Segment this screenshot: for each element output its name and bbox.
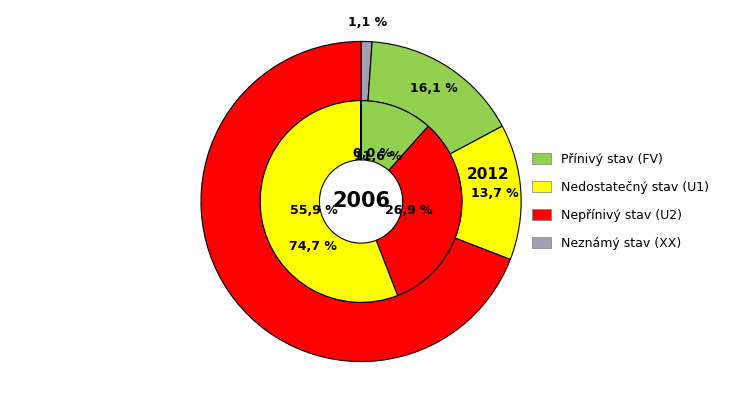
Wedge shape xyxy=(361,42,372,101)
Wedge shape xyxy=(260,101,398,302)
Text: 26,9 %: 26,9 % xyxy=(385,204,432,217)
Wedge shape xyxy=(361,101,428,170)
Text: 11,6 %: 11,6 % xyxy=(354,150,402,163)
Text: 13,7 %: 13,7 % xyxy=(471,187,519,200)
Legend: Přínivý stav (FV), Nedostatečný stav (U1), Nepřínivý stav (U2), Neznámý stav (XX: Přínivý stav (FV), Nedostatečný stav (U1… xyxy=(527,148,714,255)
Text: 74,7 %: 74,7 % xyxy=(289,240,337,253)
Wedge shape xyxy=(368,42,503,154)
Text: 0,0 %: 0,0 % xyxy=(353,147,392,160)
Wedge shape xyxy=(376,126,462,295)
Text: 2012: 2012 xyxy=(467,167,509,182)
Wedge shape xyxy=(450,126,521,260)
Wedge shape xyxy=(201,42,510,361)
Text: 55,9 %: 55,9 % xyxy=(290,204,337,217)
Text: 1,1 %: 1,1 % xyxy=(348,16,386,29)
Text: 2006: 2006 xyxy=(332,191,390,212)
Text: 16,1 %: 16,1 % xyxy=(410,82,458,95)
